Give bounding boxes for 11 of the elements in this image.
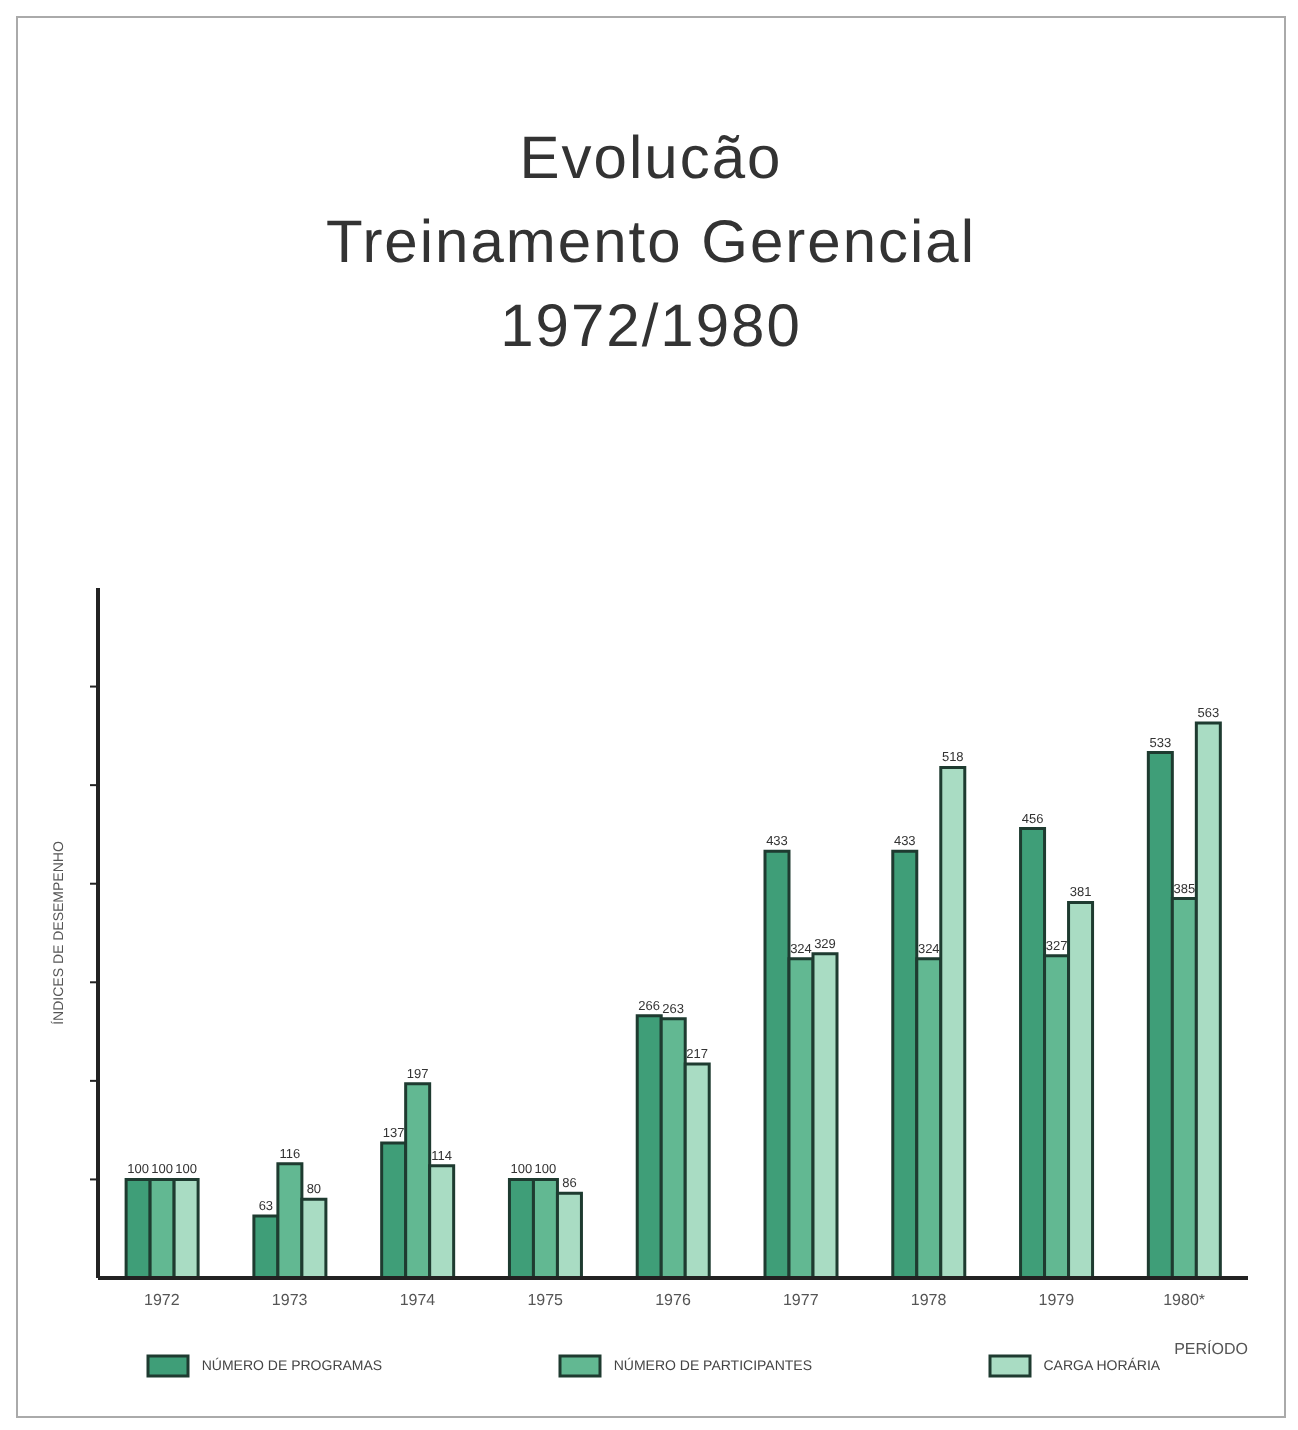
x-axis-title: PERÍODO	[1174, 1340, 1248, 1358]
x-tick-label: 1973	[271, 1291, 309, 1310]
x-tick-label: 1976	[655, 1291, 692, 1310]
x-tick-label: 1978	[910, 1291, 948, 1310]
x-tick-label: 1972	[144, 1291, 181, 1310]
x-tick-label: 1980*	[1163, 1291, 1206, 1310]
x-tick-label: 1974	[399, 1291, 437, 1310]
x-tick-label: 1977	[782, 1291, 820, 1310]
x-tick-label: 1975	[527, 1291, 565, 1310]
chart-title: Evolucão Treinamento Gerencial 1972/1980	[323, 124, 979, 364]
x-tick-label: 1979	[1038, 1291, 1076, 1310]
